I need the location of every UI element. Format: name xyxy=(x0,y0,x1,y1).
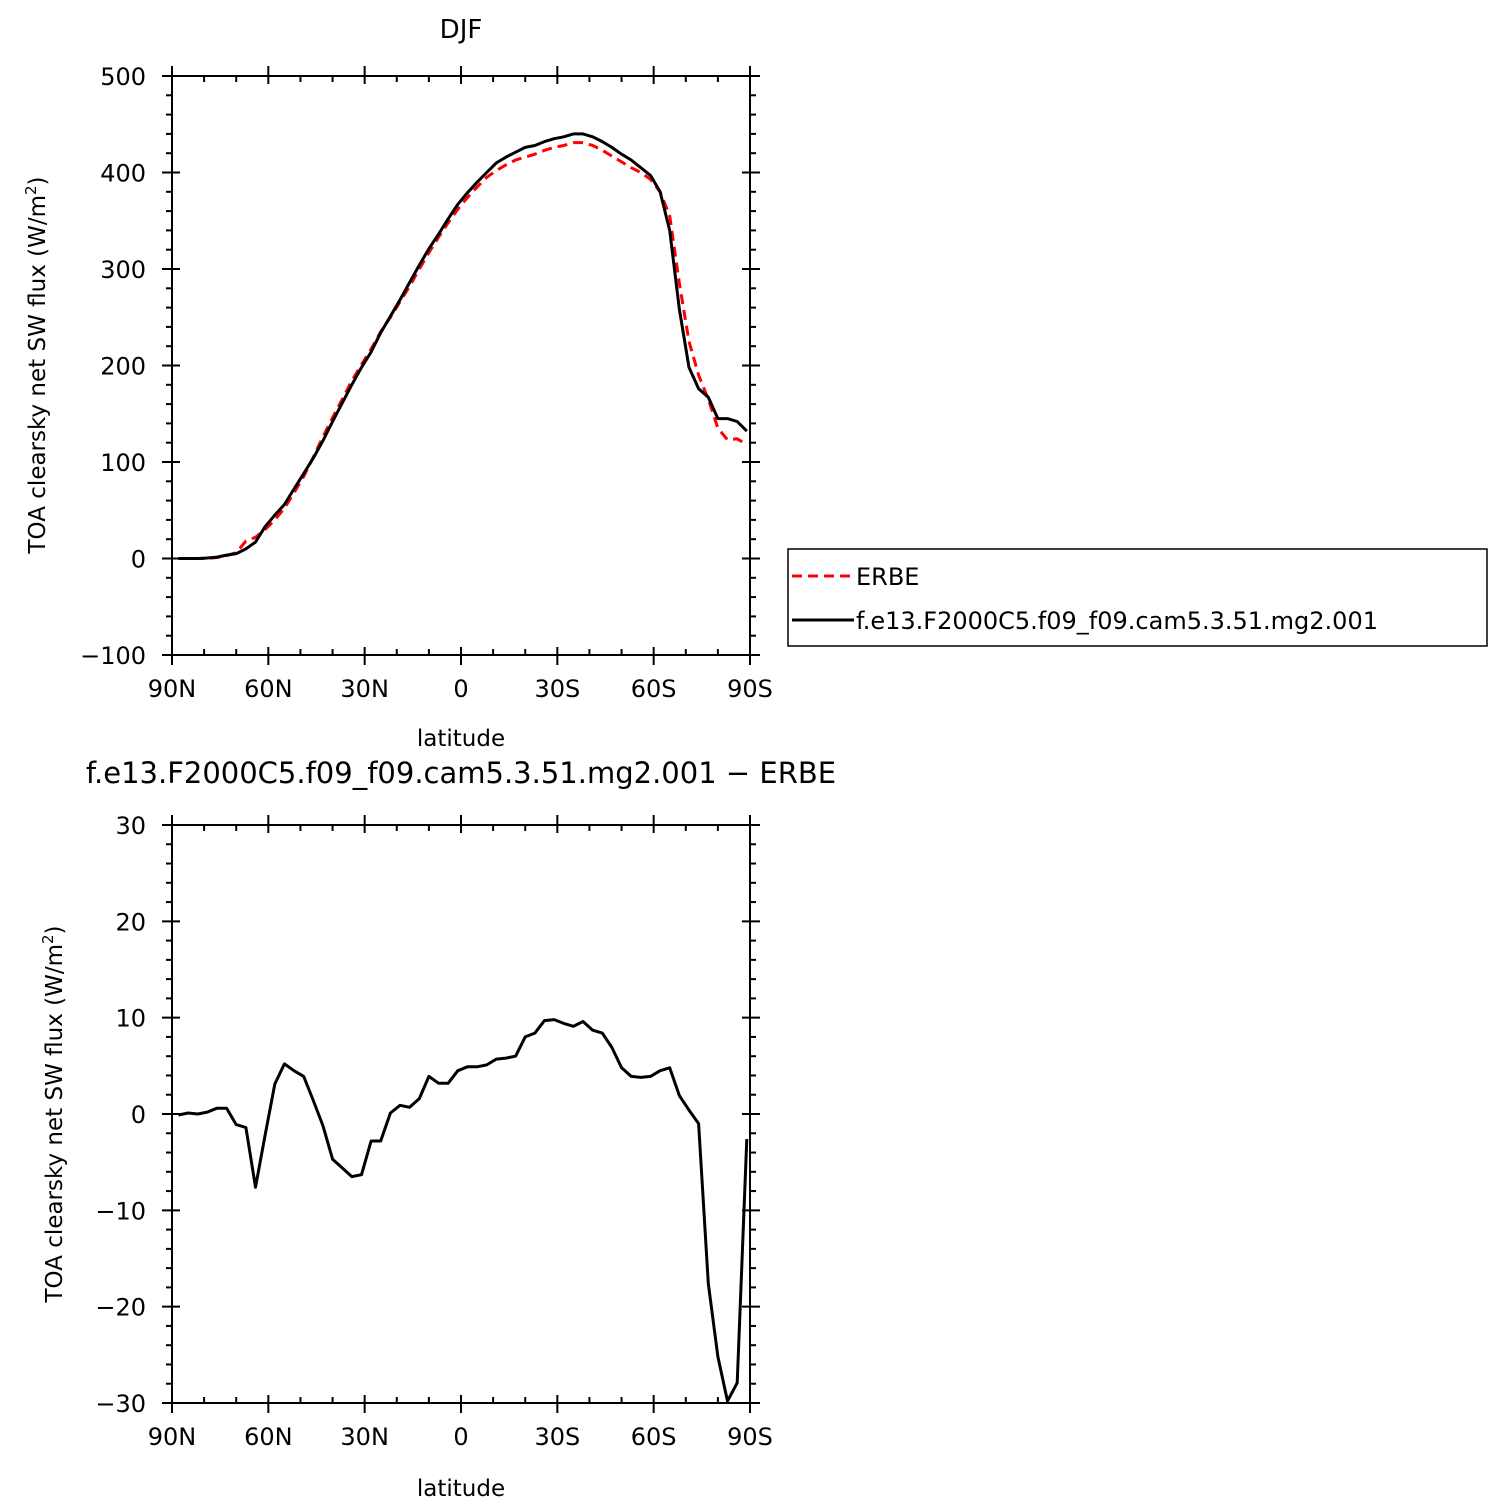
legend-label-model: f.e13.F2000C5.f09_f09.cam5.3.51.mg2.001 xyxy=(856,607,1378,635)
legend: ERBE f.e13.F2000C5.f09_f09.cam5.3.51.mg2… xyxy=(787,548,1488,647)
bottom-x-tick-label: 60S xyxy=(631,1423,677,1451)
bottom-plot-frame xyxy=(171,824,751,1404)
legend-frame xyxy=(787,548,1488,647)
bottom-x-tick-label: 60N xyxy=(244,1423,293,1451)
top-y-tick-label: 300 xyxy=(100,256,146,284)
top-x-tick-label: 0 xyxy=(453,675,468,703)
bottom-y-tick-label: −20 xyxy=(95,1294,146,1322)
top-y-tick-label: 0 xyxy=(131,546,146,574)
top-chart-title: DJF xyxy=(440,15,483,45)
bottom-x-axis-label: latitude xyxy=(417,1476,505,1502)
top-y-tick-label: 500 xyxy=(100,63,146,91)
bottom-x-tick-label: 90S xyxy=(727,1423,773,1451)
bottom-y-tick-label: −10 xyxy=(95,1197,146,1225)
top-y-axis-label-sup: 2 xyxy=(22,185,40,195)
bottom-chart-title: f.e13.F2000C5.f09_f09.cam5.3.51.mg2.001 … xyxy=(86,756,836,790)
top-x-tick-label: 60N xyxy=(244,675,293,703)
top-series-line-1 xyxy=(178,132,748,560)
bottom-y-tick-label: 0 xyxy=(131,1101,146,1129)
top-y-tick-label: 400 xyxy=(100,160,146,188)
legend-label-erbe: ERBE xyxy=(856,563,919,591)
bottom-y-tick-label: 10 xyxy=(115,1005,146,1033)
top-x-tick-label: 60S xyxy=(631,675,677,703)
top-x-tick-label: 90N xyxy=(148,675,197,703)
bottom-x-tick-label: 30N xyxy=(340,1423,389,1451)
bottom-x-tick-label: 0 xyxy=(453,1423,468,1451)
top-y-tick-label: 200 xyxy=(100,353,146,381)
top-plot-frame xyxy=(171,75,751,656)
bottom-x-tick-label: 30S xyxy=(534,1423,580,1451)
top-x-tick-label: 30S xyxy=(534,675,580,703)
top-y-axis-label-end: ) xyxy=(25,176,51,185)
top-y-axis-label: TOA clearsky net SW flux (W/m2) xyxy=(22,176,51,554)
top-y-tick-label: 100 xyxy=(100,449,146,477)
top-y-axis-label-main: TOA clearsky net SW flux (W/m xyxy=(25,195,51,555)
top-series-line-0 xyxy=(178,141,748,560)
top-x-axis-label: latitude xyxy=(417,726,505,752)
bottom-y-axis-label: TOA clearsky net SW flux (W/m2) xyxy=(39,925,68,1303)
bottom-y-axis-label-sup: 2 xyxy=(39,934,57,944)
bottom-y-axis-label-main: TOA clearsky net SW flux (W/m xyxy=(42,944,68,1304)
bottom-y-tick-label: −30 xyxy=(95,1390,146,1418)
bottom-y-tick-label: 30 xyxy=(115,812,146,840)
bottom-x-tick-label: 90N xyxy=(148,1423,197,1451)
top-x-tick-label: 30N xyxy=(340,675,389,703)
bottom-series-line-0 xyxy=(178,1018,749,1403)
top-y-tick-label: −100 xyxy=(80,642,146,670)
top-x-tick-label: 90S xyxy=(727,675,773,703)
bottom-y-axis-label-end: ) xyxy=(42,925,68,934)
bottom-y-tick-label: 20 xyxy=(115,908,146,936)
